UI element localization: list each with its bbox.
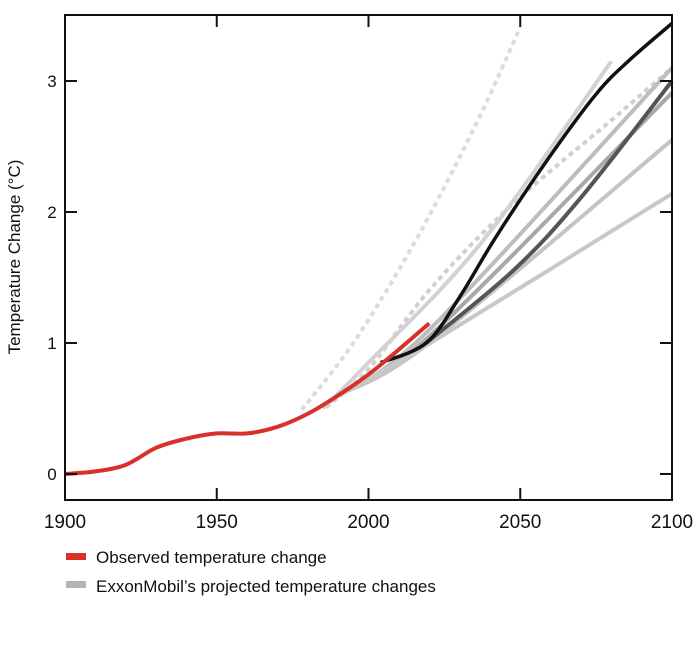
projection-line-3 (321, 60, 613, 410)
y-axis-label: Temperature Change (°C) (5, 160, 24, 355)
projection-line-8 (424, 79, 674, 345)
y-tick-label: 0 (47, 465, 56, 484)
y-tick-label: 1 (47, 334, 56, 353)
x-tick-label: 2100 (651, 512, 693, 533)
projection-line-7 (337, 191, 674, 398)
legend-swatch-projected (66, 581, 86, 588)
legend-swatch-observed (66, 553, 86, 560)
y-tick-label: 3 (47, 72, 56, 91)
x-tick-label: 1900 (44, 512, 86, 533)
legend-label-observed: Observed temperature change (96, 548, 327, 567)
projection-line-9 (379, 22, 674, 365)
x-tick-label: 2000 (347, 512, 389, 533)
legend: Observed temperature change ExxonMobil’s… (66, 548, 436, 596)
legend-label-projected: ExxonMobil’s projected temperature chang… (96, 577, 436, 596)
x-tick-label: 1950 (196, 512, 238, 533)
projection-line-2 (324, 69, 671, 409)
projection-line-4 (336, 66, 674, 398)
plot-frame (64, 14, 673, 501)
projection-line-1 (300, 26, 523, 412)
projection-line-5 (337, 91, 674, 398)
y-tick-label: 2 (47, 203, 56, 222)
x-tick-label: 2050 (499, 512, 541, 533)
observed-line (64, 321, 431, 476)
